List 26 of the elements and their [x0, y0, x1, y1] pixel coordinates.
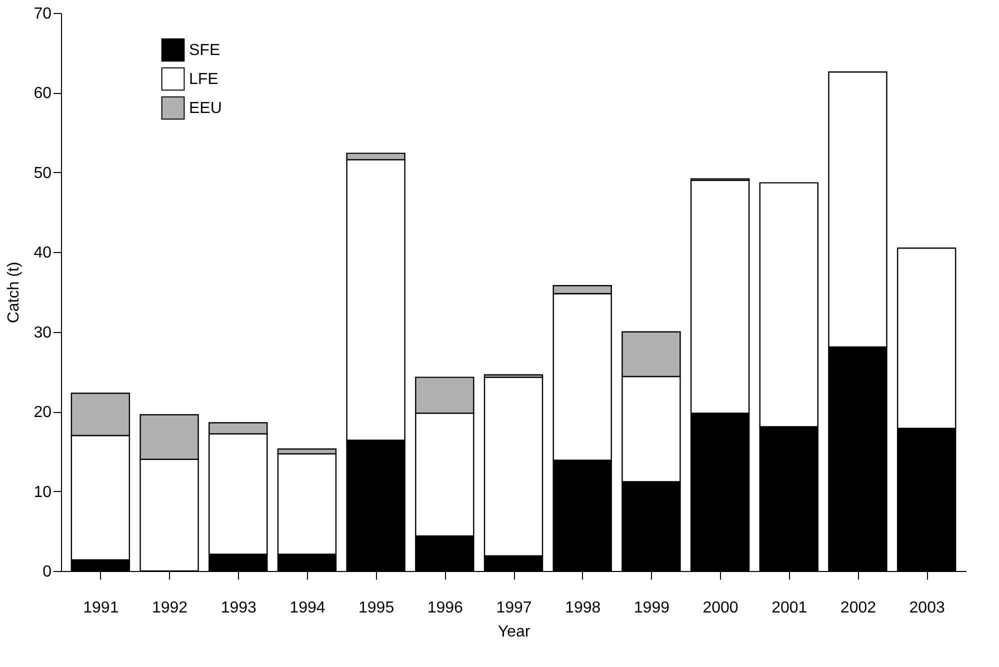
x-tick-label: 2000	[702, 600, 738, 616]
y-axis-title: Catch (t)	[6, 262, 23, 324]
y-tick-label: 0	[42, 564, 52, 580]
x-tick-label: 1996	[427, 600, 464, 616]
x-tick-label: 1995	[358, 600, 394, 616]
x-tick-label: 2001	[772, 600, 808, 616]
y-tick-label: 30	[34, 324, 52, 342]
legend-label: SFE	[189, 42, 220, 59]
x-tick-label: 1998	[565, 600, 601, 616]
y-tick-label: 40	[34, 244, 52, 262]
x-tick-label: 1993	[220, 600, 257, 616]
legend-label: LFE	[189, 71, 218, 88]
x-axis-title: Year	[498, 624, 531, 640]
x-tick-label: 1997	[496, 600, 532, 616]
x-tick-label: 1994	[290, 600, 326, 616]
y-tick-label: 70	[34, 6, 52, 22]
x-tick-label: 2003	[909, 600, 945, 616]
x-tick-label: 1991	[83, 600, 119, 616]
x-tick-label: 2002	[840, 600, 876, 616]
y-tick-label: 50	[34, 164, 52, 182]
x-tick-label: 1999	[634, 600, 670, 616]
x-tick-label: 1992	[152, 600, 188, 616]
legend-label: EEU	[189, 100, 222, 117]
y-tick-label: 20	[34, 404, 52, 422]
y-tick-label: 10	[34, 484, 52, 501]
y-tick-label: 60	[34, 85, 52, 102]
